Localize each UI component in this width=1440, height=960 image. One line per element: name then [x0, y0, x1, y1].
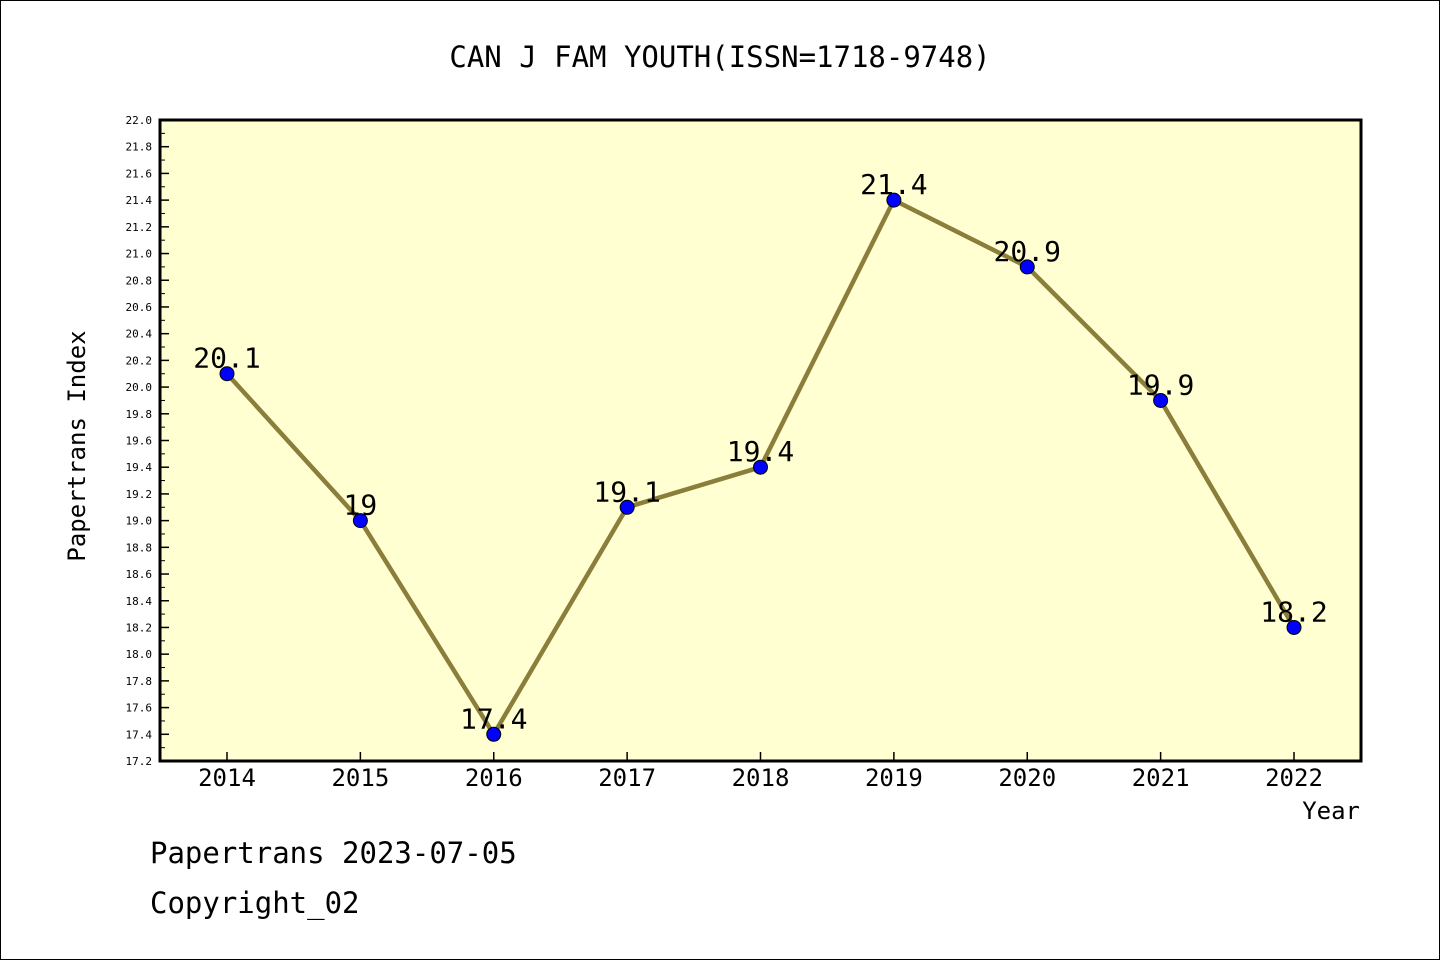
y-tick-label: 20.2	[126, 354, 153, 367]
x-axis-ticks: 2014 2015 2016 2017 2018 2019 2020 2021 2022	[198, 752, 1323, 792]
data-label: 17.4	[460, 702, 527, 735]
data-label: 18.2	[1260, 595, 1327, 628]
y-tick-label: 21.4	[126, 194, 153, 207]
y-tick-label: 18.0	[126, 648, 153, 661]
y-tick-label: 17.2	[126, 755, 153, 768]
x-tick-label: 2018	[732, 764, 790, 792]
x-tick-label: 2017	[598, 764, 656, 792]
x-tick-label: 2022	[1265, 764, 1323, 792]
data-point	[886, 192, 902, 208]
x-tick-label: 2020	[998, 764, 1056, 792]
data-label: 19.4	[727, 435, 794, 468]
y-tick-label: 17.6	[126, 702, 153, 715]
y-tick-label: 20.6	[126, 301, 153, 314]
series-layer: 20.1 19 17.4 19.1 19.4 21.4 20.9 19.9 18.2	[193, 168, 1328, 742]
y-tick-label: 20.4	[126, 328, 153, 341]
y-tick-label: 19.0	[126, 515, 153, 528]
x-tick-label: 2019	[865, 764, 923, 792]
data-label: 20.9	[994, 235, 1061, 268]
y-axis-label: Papertrans Index	[63, 330, 91, 561]
data-label: 19.1	[593, 475, 660, 508]
y-tick-label: 21.6	[126, 167, 153, 180]
data-point	[753, 459, 768, 475]
data-label: 19	[344, 489, 378, 522]
y-tick-label: 20.0	[126, 381, 153, 394]
y-tick-label: 21.0	[126, 248, 153, 261]
y-tick-label: 21.8	[126, 141, 153, 154]
x-tick-label: 2021	[1132, 764, 1190, 792]
footer-copyright: Copyright_02	[150, 886, 360, 920]
y-axis-ticks: 17.2 17.4 17.6 17.8 18.0 18.2 18.4 18.6 18.8 19.0…	[126, 114, 169, 768]
data-point	[1019, 259, 1035, 275]
data-point	[219, 366, 235, 382]
plot-area	[158, 118, 1363, 763]
data-point	[352, 513, 368, 529]
data-label: 21.4	[860, 168, 927, 201]
x-tick-label: 2016	[465, 764, 523, 792]
data-label: 20.1	[193, 342, 260, 375]
y-tick-label: 19.6	[126, 435, 153, 448]
y-tick-label: 19.2	[126, 488, 153, 501]
y-tick-label: 21.2	[126, 221, 153, 234]
x-axis-label: Year	[1302, 797, 1360, 825]
y-tick-label: 19.8	[126, 408, 153, 421]
data-point	[1286, 619, 1302, 635]
chart-title: CAN J FAM YOUTH(ISSN=1718-9748)	[449, 40, 990, 74]
y-tick-label: 18.8	[126, 541, 153, 554]
x-tick-label: 2014	[198, 764, 256, 792]
x-tick-label: 2015	[331, 764, 389, 792]
y-tick-label: 20.8	[126, 274, 153, 287]
y-tick-label: 22.0	[126, 114, 153, 127]
y-tick-label: 18.4	[126, 595, 153, 608]
data-label: 19.9	[1127, 368, 1194, 401]
y-tick-label: 18.2	[126, 621, 153, 634]
y-tick-label: 19.4	[126, 461, 153, 474]
data-point	[486, 726, 502, 742]
y-tick-label: 17.4	[126, 728, 153, 741]
y-tick-label: 17.8	[126, 675, 153, 688]
y-tick-label: 18.6	[126, 568, 153, 581]
data-point	[619, 499, 635, 515]
footer-date: Papertrans 2023-07-05	[150, 836, 517, 870]
data-point	[1153, 392, 1169, 408]
